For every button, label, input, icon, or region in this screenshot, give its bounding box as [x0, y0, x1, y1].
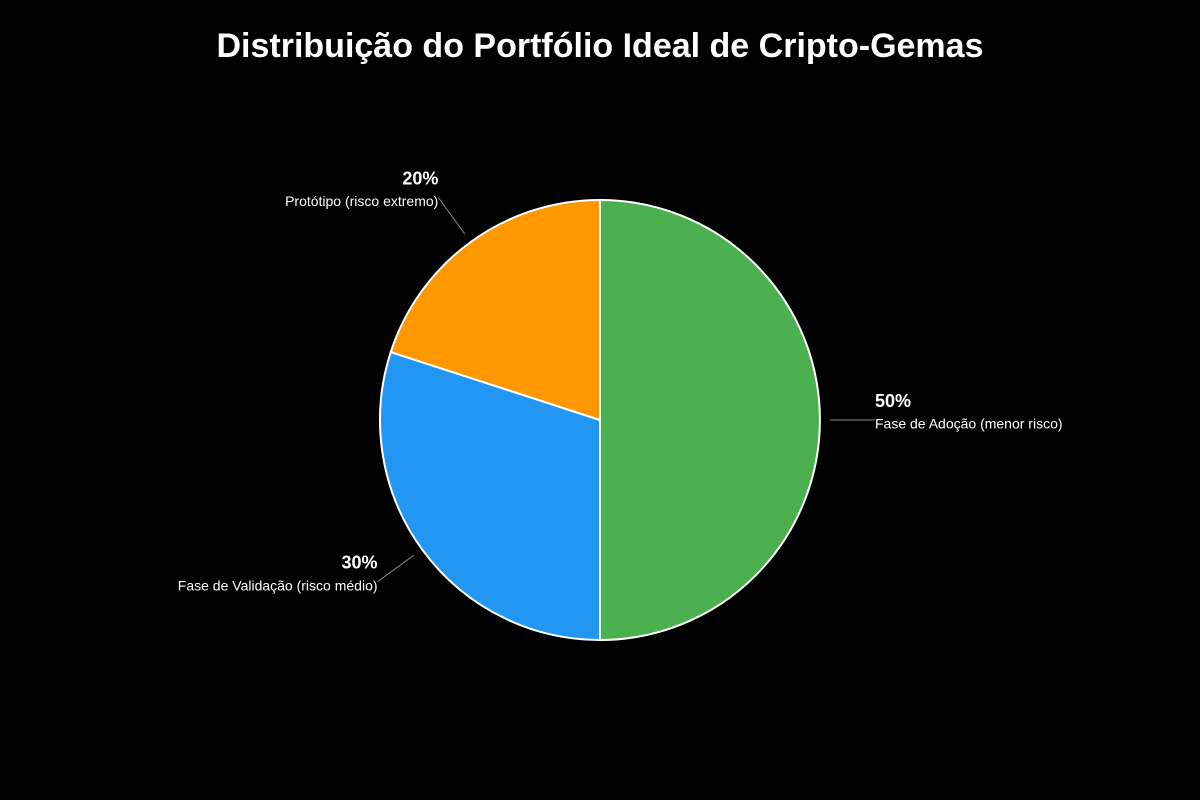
slice-label: Fase de Validação (risco médio) — [178, 577, 378, 593]
leader-line — [437, 197, 466, 235]
pie-slice — [379, 350, 601, 642]
value-label: 50% — [875, 391, 911, 411]
pie-slice — [389, 198, 601, 422]
chart-title: Distribuição do Portfólio Ideal de Cript… — [217, 27, 984, 65]
value-label: 30% — [341, 552, 377, 572]
slice-label: Fase de Adoção (menor risco) — [875, 416, 1063, 432]
pie-slice — [599, 198, 821, 642]
value-label: 20% — [402, 168, 438, 188]
leader-line — [377, 554, 415, 583]
slice-label: Protótipo (risco extremo) — [285, 193, 438, 209]
